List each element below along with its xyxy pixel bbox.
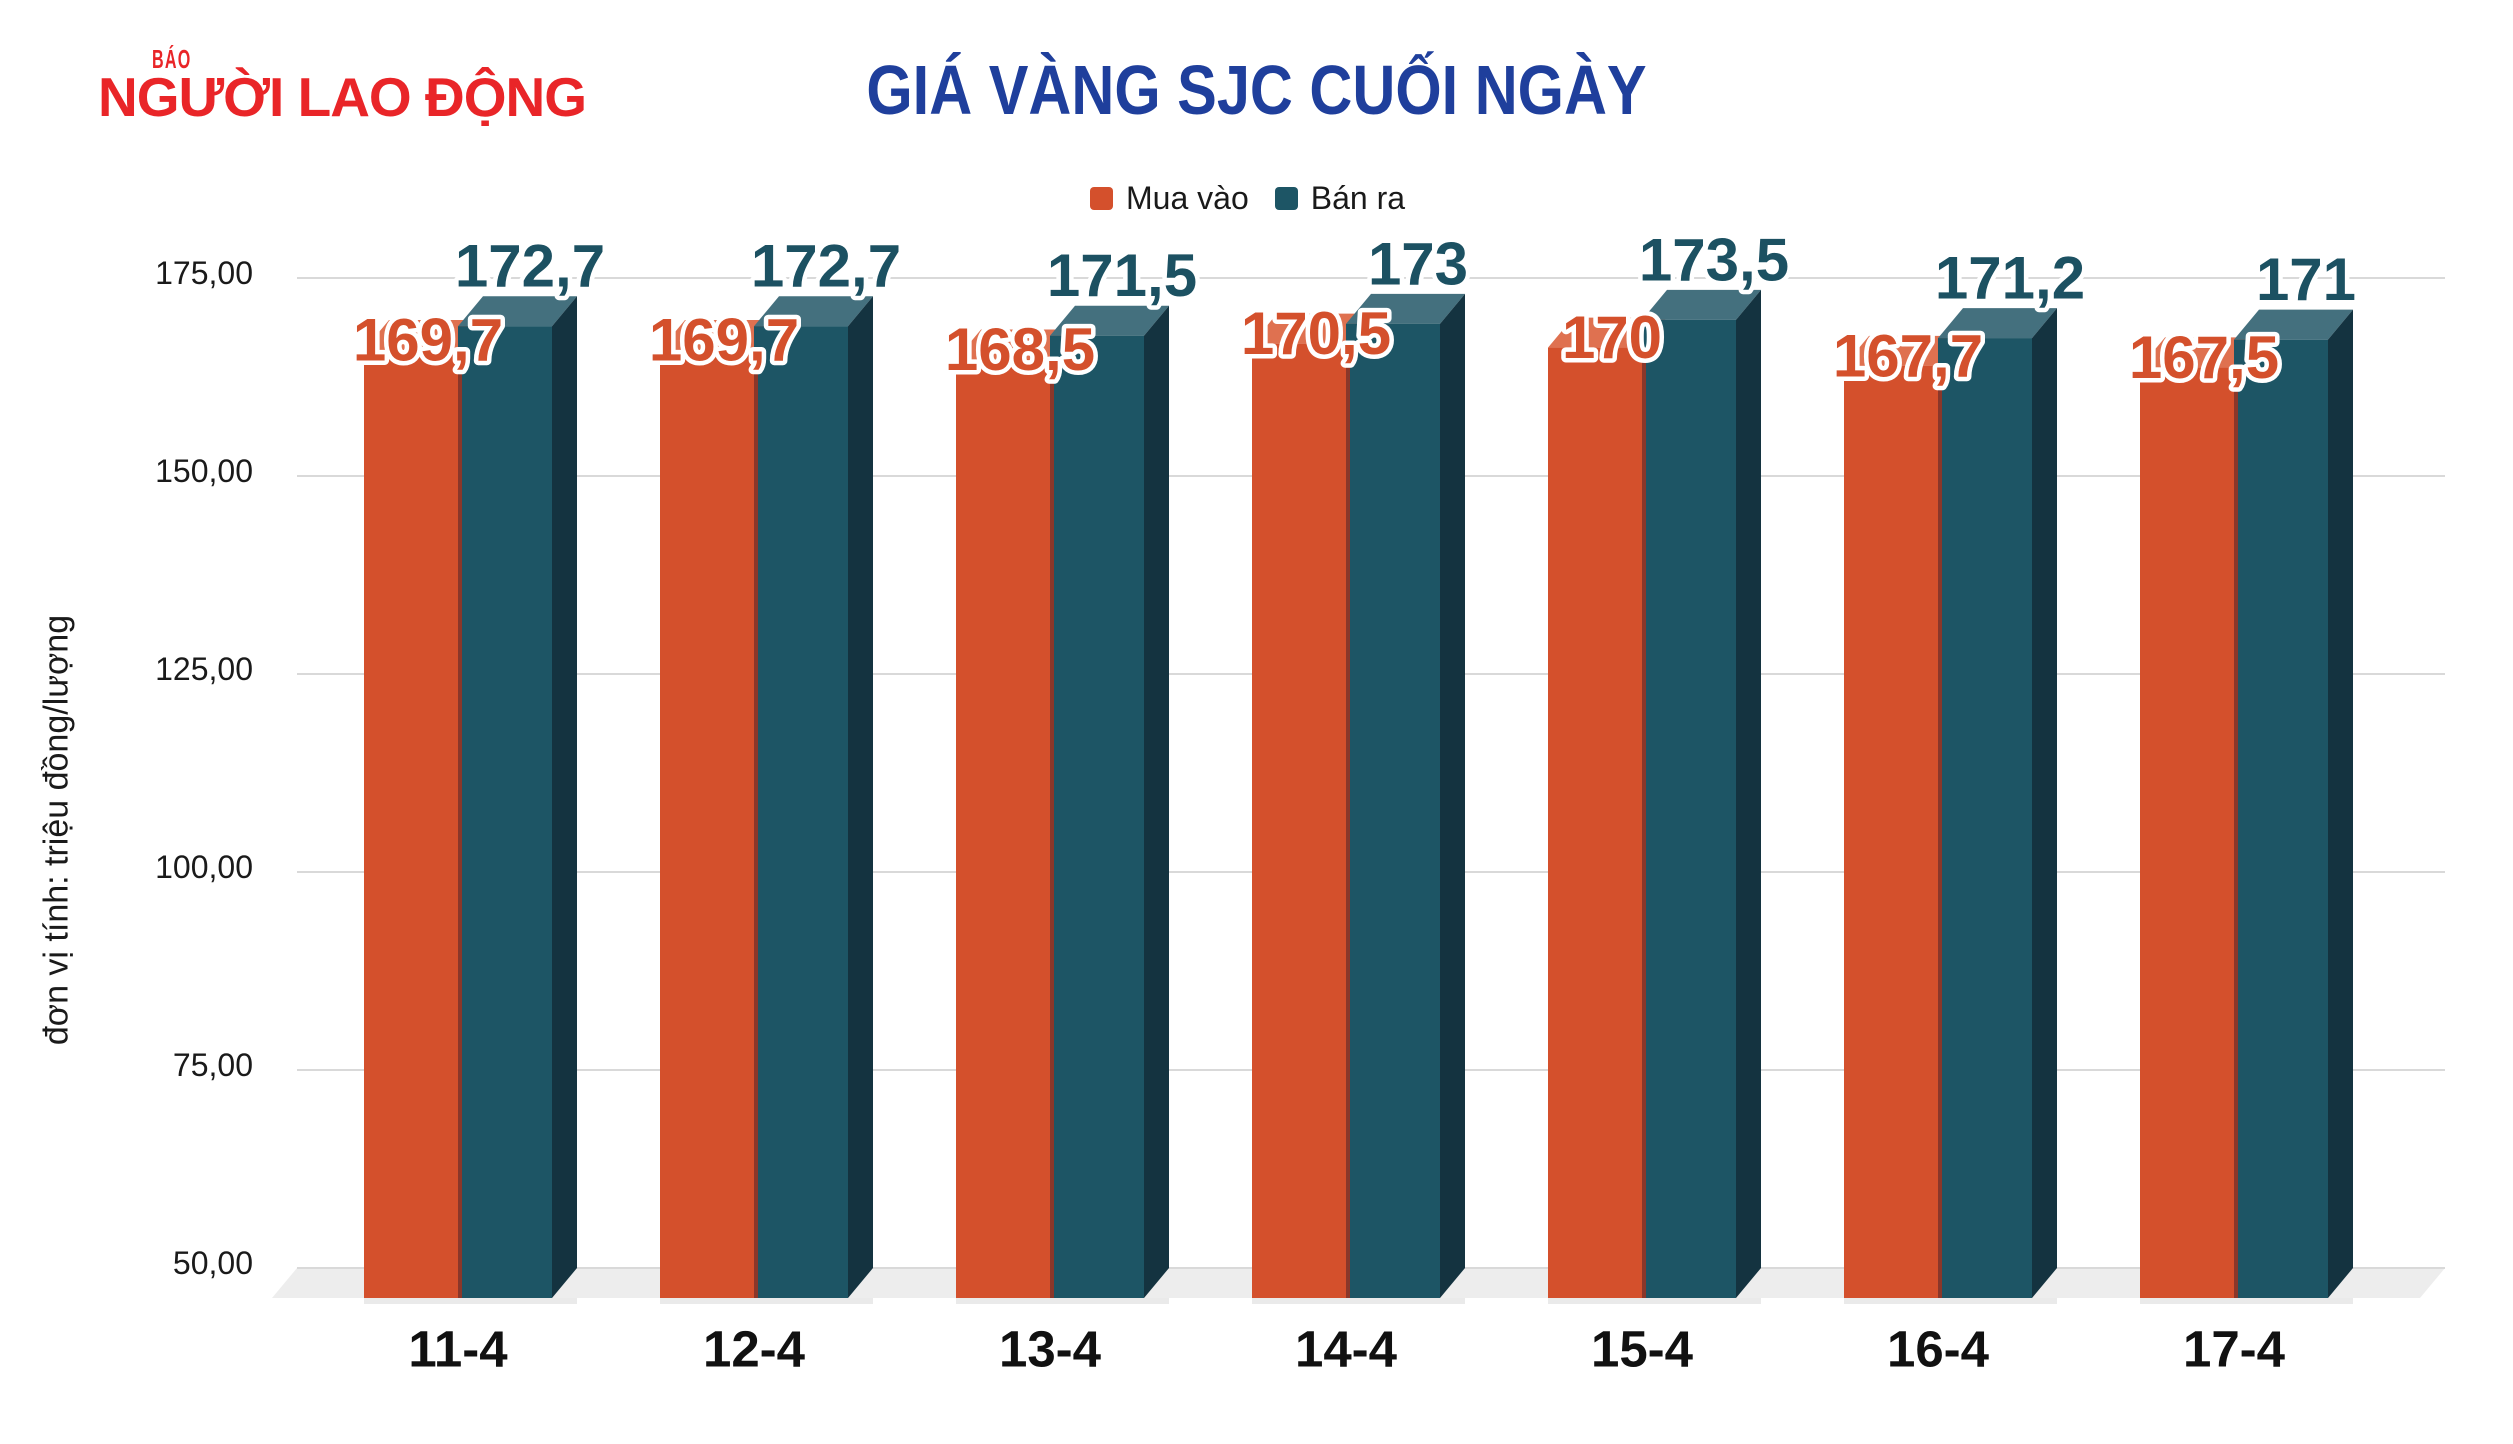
bar-buy-top-face bbox=[2140, 337, 2259, 368]
bar-buy-front-face bbox=[660, 349, 754, 1298]
bar-buy-edge-shade bbox=[1938, 371, 1942, 1298]
x-axis-label-17-4: 17-4 bbox=[2183, 1321, 2286, 1378]
bar-sell-side-face bbox=[1736, 289, 1761, 1298]
bar-sell-top-face bbox=[1642, 289, 1761, 320]
bar-shadow bbox=[660, 1298, 873, 1304]
chart-legend: Mua vào Bán ra bbox=[1090, 182, 1405, 214]
bar-shadow bbox=[2140, 1298, 2353, 1304]
bar-buy-top-face bbox=[1548, 317, 1667, 348]
value-label-buy-13-4: 168,5 bbox=[945, 316, 1095, 383]
bar-group-16-4 bbox=[1844, 308, 2057, 1304]
value-label-sell-13-4: 171,5 bbox=[1047, 242, 1197, 309]
legend-label: Mua vào bbox=[1126, 180, 1249, 216]
bar-sell-top-face bbox=[1938, 308, 2057, 339]
y-tick-label: 75,00 bbox=[173, 1047, 253, 1083]
x-axis-label-11-4: 11-4 bbox=[408, 1321, 508, 1378]
bar-sell-front-face bbox=[2234, 339, 2328, 1298]
bar-buy-edge-shade bbox=[1346, 349, 1350, 1298]
value-label-buy-14-4: 170,5 bbox=[1241, 300, 1391, 367]
value-label-sell-14-4: 173 bbox=[1368, 230, 1468, 297]
bar-group-15-4 bbox=[1548, 289, 1761, 1304]
bar-buy-front-face bbox=[364, 349, 458, 1298]
bar-sell-front-face bbox=[1938, 338, 2032, 1298]
value-label-sell-16-4: 171,2 bbox=[1935, 245, 2085, 312]
logo-prefix-text: BÁO bbox=[152, 44, 192, 74]
bar-sell-top-face bbox=[754, 296, 873, 327]
bar-sell-front-face bbox=[1642, 319, 1736, 1298]
bar-sell-top-face bbox=[1050, 305, 1169, 336]
legend-item-1: Bán ra bbox=[1274, 180, 1406, 216]
value-label-buy-16-4: 167,7 bbox=[1833, 322, 1983, 389]
bar-group-11-4 bbox=[364, 296, 577, 1304]
bar-group-17-4 bbox=[2140, 309, 2353, 1304]
bar-group-12-4 bbox=[660, 296, 873, 1304]
value-label-sell-17-4: 171 bbox=[2256, 246, 2356, 313]
y-tick-label: 150,00 bbox=[155, 453, 253, 489]
bar-shadow bbox=[1252, 1298, 1465, 1304]
bar-sell-top-face bbox=[458, 296, 577, 327]
y-tick-label: 100,00 bbox=[155, 849, 253, 885]
bar-sell-side-face bbox=[2328, 309, 2353, 1298]
y-tick-label: 50,00 bbox=[173, 1245, 253, 1281]
bar-sell-front-face bbox=[458, 326, 552, 1298]
bar-sell-top-face bbox=[1346, 293, 1465, 324]
bar-buy-front-face bbox=[1844, 365, 1938, 1298]
bar-sell-front-face bbox=[754, 326, 848, 1298]
bar-shadow bbox=[1548, 1298, 1761, 1304]
bar-group-13-4 bbox=[956, 305, 1169, 1304]
bar-buy-edge-shade bbox=[1642, 353, 1646, 1299]
x-axis-label-14-4: 14-4 bbox=[1295, 1321, 1398, 1378]
bar-sell-side-face bbox=[2032, 308, 2057, 1298]
bar-buy-edge-shade bbox=[2234, 373, 2238, 1298]
bar-sell-side-face bbox=[1440, 293, 1465, 1299]
bar-group-14-4 bbox=[1252, 293, 1465, 1304]
y-tick-label: 175,00 bbox=[155, 255, 253, 291]
legend-swatch-icon bbox=[1090, 186, 1113, 210]
bar-buy-edge-shade bbox=[754, 355, 758, 1298]
legend-swatch-icon bbox=[1274, 186, 1298, 210]
value-label-sell-11-4: 172,7 bbox=[455, 233, 605, 300]
x-axis-label-13-4: 13-4 bbox=[999, 1321, 1102, 1378]
bar-shadow bbox=[956, 1298, 1169, 1304]
bar-buy-edge-shade bbox=[1050, 365, 1054, 1299]
value-label-buy-17-4: 167,5 bbox=[2129, 324, 2279, 391]
bar-buy-front-face bbox=[2140, 367, 2234, 1298]
chart-title: GIÁ VÀNG SJC CUỐI NGÀY bbox=[866, 51, 1647, 129]
bar-sell-front-face bbox=[1346, 323, 1440, 1299]
bar-sell-side-face bbox=[1144, 305, 1169, 1299]
bar-shadow bbox=[364, 1298, 577, 1304]
y-tick-label: 125,00 bbox=[155, 651, 253, 687]
value-label-sell-15-4: 173,5 bbox=[1639, 226, 1789, 293]
bar-shadow bbox=[1844, 1298, 2057, 1304]
bar-buy-top-face bbox=[1252, 313, 1371, 344]
x-axis-label-12-4: 12-4 bbox=[703, 1321, 806, 1378]
bar-buy-top-face bbox=[364, 319, 483, 350]
x-axis-label-15-4: 15-4 bbox=[1591, 1321, 1694, 1378]
bar-buy-top-face bbox=[956, 329, 1075, 360]
x-axis-label-16-4: 16-4 bbox=[1887, 1321, 1990, 1378]
legend-item-0: Mua vào bbox=[1090, 182, 1249, 214]
bar-buy-front-face bbox=[1252, 343, 1346, 1298]
value-label-buy-11-4: 169,7 bbox=[353, 306, 503, 373]
bar-sell-top-face bbox=[2234, 309, 2353, 340]
bar-buy-edge-shade bbox=[458, 355, 462, 1298]
logo-main-text: NGƯỜI LAO ĐỘNG bbox=[98, 66, 587, 128]
value-label-buy-12-4: 169,7 bbox=[649, 306, 799, 373]
bar-buy-top-face bbox=[1844, 335, 1963, 366]
value-label-sell-12-4: 172,7 bbox=[751, 233, 901, 300]
bar-buy-top-face bbox=[660, 319, 779, 350]
bar-sell-front-face bbox=[1050, 335, 1144, 1299]
bar-buy-front-face bbox=[956, 359, 1050, 1299]
legend-label: Bán ra bbox=[1310, 180, 1406, 216]
bar-sell-side-face bbox=[552, 296, 577, 1298]
bar-sell-side-face bbox=[848, 296, 873, 1298]
value-label-buy-15-4: 170 bbox=[1562, 304, 1662, 371]
bar-buy-front-face bbox=[1548, 347, 1642, 1299]
